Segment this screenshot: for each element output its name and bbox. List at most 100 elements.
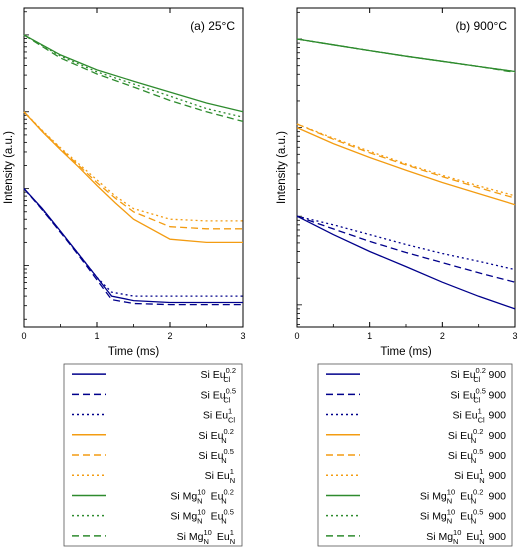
legend-subscript: Cl — [473, 375, 480, 384]
y-axis-label: Intensity (a.u.) — [276, 131, 288, 204]
legend-prefix: Si — [450, 389, 462, 401]
legend-suffix: 900 — [486, 389, 507, 401]
legend-label: Si Eu1 Cl 900 — [452, 407, 506, 425]
legend-label: Si Eu0.5 Cl — [200, 386, 236, 404]
legend-prefix: Si — [198, 450, 210, 462]
legend-label: Si Eu0.5 N 900 — [448, 447, 506, 465]
legend-superscript: 0.5 — [473, 447, 483, 456]
legend-prefix: Si — [448, 430, 460, 442]
legend-subscript: N — [471, 456, 476, 465]
legend-element: Eu — [215, 410, 228, 422]
legend-spacer — [235, 430, 236, 442]
legend-prefix: Si — [177, 531, 189, 543]
legend-element: Eu — [214, 531, 230, 543]
legend-superscript: 10 — [447, 487, 455, 496]
legend-superscript: 0.2 — [223, 487, 233, 496]
legend-superscript: 0.2 — [473, 427, 483, 436]
x-tick-label: 2 — [167, 331, 172, 341]
legend-element: Eu — [217, 470, 230, 482]
legend-superscript: 0.2 — [226, 366, 236, 375]
series-line-3 — [23, 111, 243, 244]
series-line-1 — [296, 215, 516, 283]
legend-spacer — [235, 389, 236, 401]
x-axis-label: Time (ms) — [108, 346, 159, 358]
legend-subscript: N — [453, 537, 458, 546]
legend-superscript: 1 — [479, 467, 483, 476]
legend-superscript: 0.5 — [473, 508, 483, 517]
legend-spacer — [235, 450, 236, 462]
legend-spacer — [235, 490, 236, 502]
legend-superscript: 0.2 — [476, 366, 486, 375]
legend-suffix: 900 — [486, 410, 507, 422]
legend: Si Eu0.2 Cl Si Eu0.5 Cl Si Eu1 Cl Si Eu0.2 N… — [63, 363, 243, 547]
x-axis: 0 1 2 3 — [294, 8, 518, 341]
legend-superscript: 0.2 — [473, 487, 483, 496]
legend-prefix: Si — [450, 369, 462, 381]
legend-prefix: Si — [200, 389, 212, 401]
x-tick-label: 0 — [294, 331, 299, 341]
legend-prefix: Si — [448, 450, 460, 462]
legend-prefix: Si — [170, 490, 182, 502]
legend-subscript: N — [447, 496, 452, 505]
legend-label: Si Mg10 N Eu1 N — [177, 528, 236, 546]
legend-element: Eu — [457, 511, 473, 523]
legend-subscript: Cl — [223, 375, 230, 384]
series-line-6 — [23, 34, 244, 113]
legend-element: Eu — [208, 490, 224, 502]
x-axis: 0 1 2 3 — [21, 8, 246, 341]
legend-label: Si Eu0.2 N — [198, 427, 236, 445]
legend-element: Eu — [460, 450, 473, 462]
series-line-3 — [296, 127, 516, 206]
legend-element: Eu — [466, 470, 479, 482]
legend-superscript: 1 — [230, 467, 234, 476]
legend-superscript: 10 — [447, 508, 455, 517]
legend-superscript: 10 — [197, 508, 205, 517]
legend-suffix: 900 — [486, 531, 507, 543]
panel-label: (a) 25°C — [190, 19, 235, 33]
legend-subscript: N — [197, 517, 202, 526]
legend-superscript: 0.5 — [226, 386, 236, 395]
legend-element: Eu — [211, 430, 224, 442]
legend-suffix: 900 — [486, 430, 507, 442]
legend-element: Eu — [465, 410, 478, 422]
legend-subscript: Cl — [223, 395, 230, 404]
legend-superscript: 10 — [203, 528, 211, 537]
legend-subscript: N — [221, 436, 226, 445]
series-line-5 — [23, 111, 243, 222]
x-tick-label: 1 — [94, 331, 99, 341]
y-axis-ticks — [24, 11, 29, 320]
legend-label: Si Mg10 N Eu0.2 N 900 — [420, 487, 506, 505]
chart-panel-1: 0 1 2 3 Time (ms) Intensity (a.u.) (b) 900°C Si… — [276, 7, 518, 547]
legend-superscript: 10 — [197, 487, 205, 496]
x-tick-label: 3 — [240, 331, 245, 341]
legend-suffix: 900 — [486, 450, 507, 462]
legend-spacer — [235, 511, 236, 523]
series-line-0 — [23, 188, 243, 304]
legend-label: Si Mg10 N Eu0.5 N 900 — [420, 508, 506, 526]
legend-subscript: N — [221, 496, 226, 505]
legend-element: Eu — [457, 490, 473, 502]
legend-label: Si Eu0.2 N 900 — [448, 427, 506, 445]
legend-subscript: N — [203, 537, 208, 546]
legend-label: Si Eu1 N — [205, 467, 236, 485]
legend-superscript: 10 — [453, 528, 461, 537]
legend-subscript: N — [221, 517, 226, 526]
legend-prefix: Si — [426, 531, 438, 543]
legend-superscript: 0.5 — [223, 447, 233, 456]
legend-label: Si Eu0.5 N — [198, 447, 236, 465]
legend-suffix: 900 — [486, 511, 507, 523]
legend-prefix: Si — [420, 511, 432, 523]
legend-element: Mg — [438, 531, 453, 543]
legend-label: Si Eu0.2 Cl — [200, 366, 236, 384]
legend-superscript: 1 — [479, 528, 483, 537]
legend-subscript: N — [197, 496, 202, 505]
legend-superscript: 0.2 — [223, 427, 233, 436]
legend-label: Si Mg10 N Eu1 N 900 — [426, 528, 506, 546]
legend-element: Eu — [463, 369, 476, 381]
legend-element: Eu — [213, 369, 226, 381]
legend-superscript: 1 — [230, 528, 234, 537]
legend-subscript: N — [221, 456, 226, 465]
y-axis-label: Intensity (a.u.) — [3, 131, 15, 204]
legend-subscript: N — [479, 476, 484, 485]
